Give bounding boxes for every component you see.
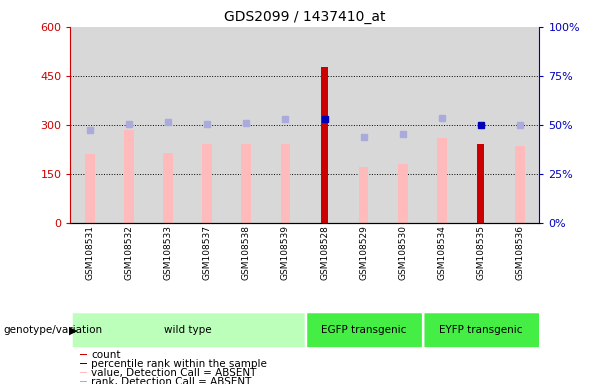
Bar — [422, 27, 462, 223]
Bar — [359, 167, 368, 223]
Bar — [149, 27, 188, 223]
Bar — [462, 27, 500, 223]
Bar — [124, 130, 134, 223]
Text: percentile rank within the sample: percentile rank within the sample — [91, 359, 267, 369]
Text: wild type: wild type — [164, 325, 211, 335]
Bar — [70, 27, 110, 223]
Bar — [478, 144, 484, 223]
Bar — [398, 164, 408, 223]
Bar — [305, 27, 344, 223]
Title: GDS2099 / 1437410_at: GDS2099 / 1437410_at — [224, 10, 386, 25]
Bar — [80, 363, 88, 364]
Bar — [110, 27, 149, 223]
Text: count: count — [91, 349, 121, 360]
Text: EYFP transgenic: EYFP transgenic — [439, 325, 522, 335]
Text: value, Detection Call = ABSENT: value, Detection Call = ABSENT — [91, 367, 257, 377]
Bar — [80, 354, 88, 355]
Bar — [202, 144, 212, 223]
FancyBboxPatch shape — [306, 313, 422, 348]
FancyBboxPatch shape — [424, 313, 540, 348]
Bar — [383, 27, 422, 223]
Text: ▶: ▶ — [69, 325, 77, 335]
FancyBboxPatch shape — [72, 313, 305, 348]
Bar — [80, 381, 88, 382]
Bar — [437, 138, 447, 223]
Text: rank, Detection Call = ABSENT: rank, Detection Call = ABSENT — [91, 377, 251, 384]
Bar — [227, 27, 266, 223]
Bar — [163, 152, 173, 223]
Bar — [85, 154, 95, 223]
Bar — [281, 144, 291, 223]
Bar — [188, 27, 227, 223]
Bar — [266, 27, 305, 223]
Text: genotype/variation: genotype/variation — [3, 325, 102, 335]
Bar — [321, 67, 328, 223]
Bar — [80, 372, 88, 373]
Text: EGFP transgenic: EGFP transgenic — [321, 325, 406, 335]
Bar — [344, 27, 383, 223]
Bar — [500, 27, 539, 223]
Bar — [515, 146, 525, 223]
Bar — [242, 144, 251, 223]
